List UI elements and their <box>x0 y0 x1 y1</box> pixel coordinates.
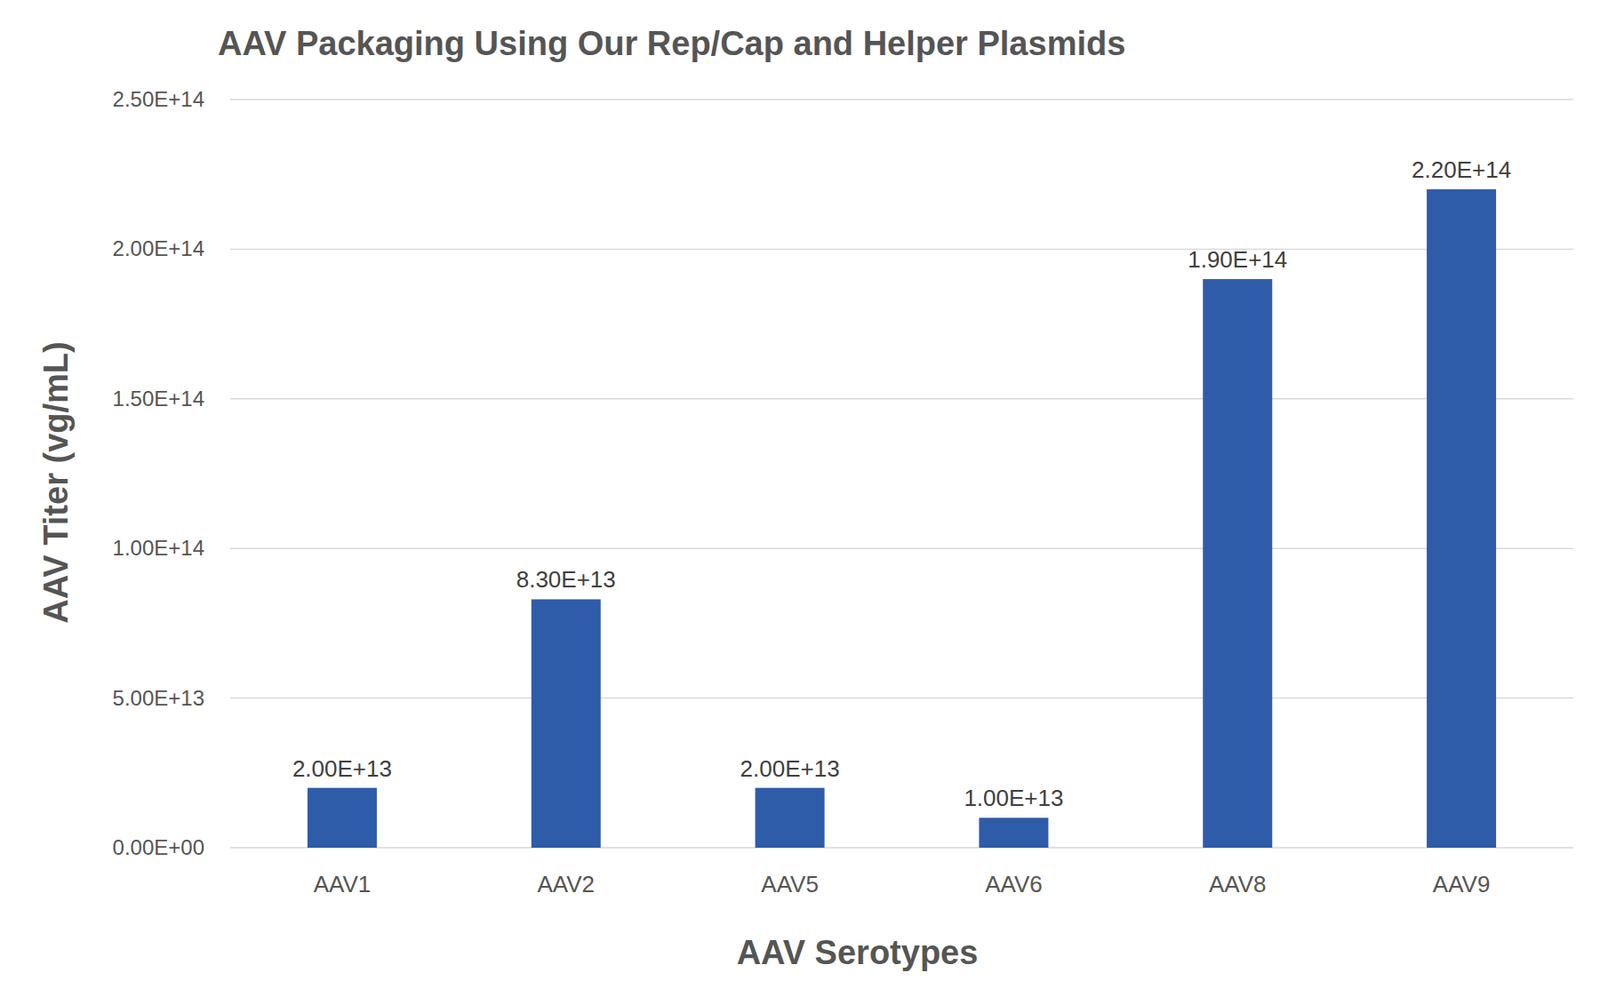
bar <box>1202 279 1272 848</box>
y-tick-label: 1.50E+14 <box>112 386 205 411</box>
y-tick-label: 2.50E+14 <box>112 87 205 112</box>
bar <box>531 599 601 848</box>
y-axis-label: AAV Titer (vg/mL) <box>37 341 75 624</box>
y-tick-label: 5.00E+13 <box>112 686 205 711</box>
data-label: 1.00E+13 <box>963 784 1064 812</box>
grid-line <box>230 398 1574 400</box>
data-label: 1.90E+14 <box>1187 246 1288 273</box>
grid-line <box>230 248 1574 251</box>
data-label: 8.30E+13 <box>516 566 616 593</box>
grid-line <box>230 547 1574 550</box>
x-tick-label: AAV1 <box>313 871 372 898</box>
bar <box>1426 189 1496 848</box>
y-tick-label: 1.00E+14 <box>112 536 205 560</box>
x-axis-label: AAV Serotypes <box>736 934 979 972</box>
data-label: 2.00E+13 <box>292 755 392 783</box>
grid-line <box>230 98 1574 101</box>
bars <box>307 189 1496 848</box>
data-label: 2.00E+13 <box>740 755 840 783</box>
title: AAV Packaging Using Our Rep/Cap and Help… <box>217 24 1126 63</box>
bar <box>978 817 1048 848</box>
grid-line <box>230 697 1574 700</box>
bar <box>755 788 825 848</box>
y-tick-label: 0.00E+00 <box>112 835 205 860</box>
y-tick-label: 2.00E+14 <box>112 236 205 261</box>
x-tick-label: AAV9 <box>1432 871 1491 898</box>
x-tick-label: AAV8 <box>1208 871 1267 898</box>
x-tick-label: AAV5 <box>760 871 819 898</box>
x-tick-label: AAV6 <box>984 871 1043 898</box>
x-tick-label: AAV2 <box>536 871 595 898</box>
bar <box>307 788 377 848</box>
data-label: 2.20E+14 <box>1411 156 1512 184</box>
chart: AAV Packaging Using Our Rep/Cap and Help… <box>0 0 1600 981</box>
grid-line <box>230 847 1574 849</box>
